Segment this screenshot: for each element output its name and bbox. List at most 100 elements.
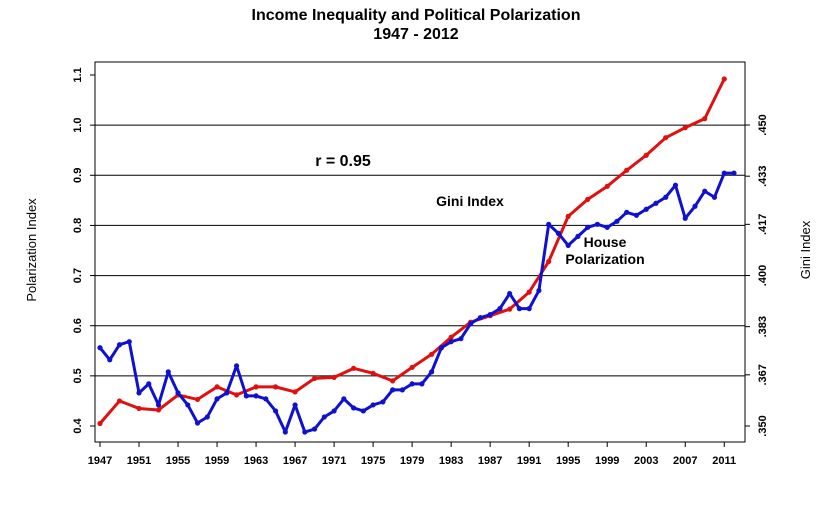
gini-index-point xyxy=(97,345,103,351)
x-tick-label: 1975 xyxy=(361,455,385,467)
x-tick-label: 2003 xyxy=(634,455,658,467)
y2-tick-label: .450 xyxy=(757,114,769,135)
gini-index-point xyxy=(214,396,220,402)
x-tick-label: 1995 xyxy=(556,455,580,467)
y-tick-label: 0.6 xyxy=(72,318,84,333)
house-polarization-point xyxy=(448,334,454,340)
house-polarization-point xyxy=(585,196,591,202)
annotation-house: House xyxy=(584,234,627,250)
gini-index-point xyxy=(731,170,737,176)
chart-subtitle: 1947 - 2012 xyxy=(373,26,459,43)
gini-index-point xyxy=(672,182,679,188)
x-tick-label: 1983 xyxy=(439,455,463,467)
gini-index-point xyxy=(126,339,132,345)
gini-index-point xyxy=(224,390,230,396)
house-polarization-point xyxy=(253,384,259,390)
chart-title: Income Inequality and Political Polariza… xyxy=(252,7,581,24)
gini-index-point xyxy=(663,194,669,200)
house-polarization-point xyxy=(565,213,571,220)
house-polarization-point xyxy=(116,398,123,404)
house-polarization-point xyxy=(624,167,630,173)
y-tick-label: 0.8 xyxy=(72,218,84,233)
house-polarization-point xyxy=(721,76,727,82)
house-polarization-point xyxy=(526,289,532,295)
house-polarization-point xyxy=(233,392,240,398)
y2-tick-label: .367 xyxy=(757,364,769,385)
x-tick-label: 1959 xyxy=(205,455,229,467)
gini-index-line xyxy=(98,171,734,434)
house-polarization-point xyxy=(409,364,415,370)
gini-index-point xyxy=(497,306,503,312)
gini-index-point xyxy=(643,206,649,212)
y2-tick-label: .417 xyxy=(757,214,769,235)
x-axis: 1947 1951 1955 1959 1963 1967 1971 1975 1979 1983… xyxy=(88,442,736,467)
gini-index-point xyxy=(585,224,591,230)
annotation-polarization: Polarization xyxy=(565,251,644,267)
house-polarization-point xyxy=(390,378,396,384)
gini-index-point xyxy=(331,408,337,414)
gini-index-point xyxy=(477,315,483,321)
y2-tick-label: .433 xyxy=(757,165,769,186)
gini-index-point xyxy=(155,402,162,408)
gini-index-point xyxy=(594,221,601,227)
gini-index-point xyxy=(390,387,396,393)
left-axis: 0.4 0.5 0.6 0.7 0.8 0.9 1.0 1.1 xyxy=(72,67,95,434)
y-tick-label: 0.5 xyxy=(72,368,84,383)
gini-index-point xyxy=(536,287,542,294)
gini-index-point xyxy=(136,390,142,396)
annotation-gini-index: Gini Index xyxy=(436,193,504,209)
annotation-correlation: r = 0.95 xyxy=(315,153,371,170)
y-tick-label: 0.7 xyxy=(72,268,84,283)
gini-index-point xyxy=(360,408,366,414)
y-tick-label: 1.0 xyxy=(72,117,84,132)
gini-index-point xyxy=(555,230,562,236)
gini-index-point xyxy=(614,218,620,224)
x-tick-label: 1991 xyxy=(517,455,541,467)
gini-index-point xyxy=(107,357,113,363)
x-tick-label: 2011 xyxy=(712,455,736,467)
x-tick-label: 1963 xyxy=(244,455,268,467)
gini-index-point xyxy=(487,312,493,318)
gini-index-point xyxy=(146,381,152,387)
y-axis-label: Polarization Index xyxy=(24,198,39,302)
gini-index-point xyxy=(526,306,532,312)
x-tick-label: 1947 xyxy=(88,455,112,467)
y2-tick-label: .400 xyxy=(757,265,769,286)
gini-index-point xyxy=(624,209,630,215)
gini-index-point xyxy=(351,405,357,411)
house-polarization-point xyxy=(311,375,318,381)
x-tick-label: 1967 xyxy=(283,455,307,467)
gini-index-point xyxy=(233,363,240,369)
gini-index-point xyxy=(546,221,552,227)
gini-index-point xyxy=(253,393,259,399)
gini-index-point xyxy=(185,402,191,408)
gini-index-point xyxy=(721,170,727,176)
gini-index-point xyxy=(448,339,454,345)
house-polarization-point xyxy=(214,384,220,390)
gini-index-point xyxy=(702,188,708,194)
house-polarization-point xyxy=(194,396,201,403)
gini-index-point xyxy=(321,414,327,420)
x-tick-label: 1999 xyxy=(595,455,619,467)
gini-index-point xyxy=(204,414,210,420)
gini-index-point xyxy=(409,381,415,387)
house-polarization-point xyxy=(643,152,649,158)
gini-index-point xyxy=(468,321,474,327)
x-tick-label: 1955 xyxy=(166,455,190,467)
y2-tick-label: .383 xyxy=(757,316,769,337)
y-tick-label: 1.1 xyxy=(72,67,84,82)
right-axis: .350 .367 .383 .400 .417 .433 .450 xyxy=(745,114,769,437)
gini-index-point xyxy=(282,429,288,435)
house-polarization-point xyxy=(429,351,435,357)
gini-index-point xyxy=(604,224,610,230)
house-polarization-point xyxy=(136,405,142,412)
y-tick-label: 0.4 xyxy=(72,417,84,433)
x-tick-label: 1987 xyxy=(478,455,502,467)
gini-index-point xyxy=(194,420,201,426)
gini-index-point xyxy=(565,242,571,248)
gini-index-point xyxy=(419,381,425,387)
gini-index-point xyxy=(711,194,718,200)
house-polarization-point xyxy=(702,116,708,122)
gini-index-point xyxy=(370,402,376,408)
